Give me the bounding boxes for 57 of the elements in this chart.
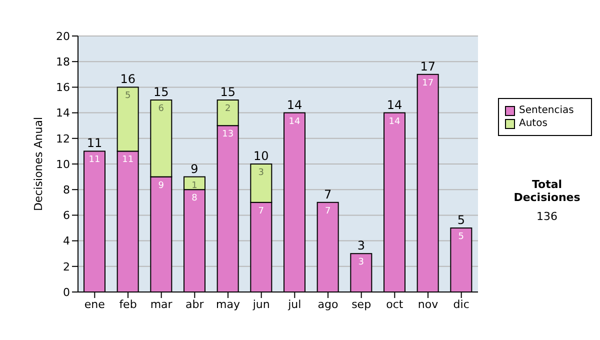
data-label: 13 xyxy=(222,130,234,140)
y-axis-title: Decisiones Anual xyxy=(32,116,45,212)
data-label: 1 xyxy=(192,180,198,191)
text: Total Decisiones xyxy=(512,178,582,204)
y-tick-label: 16 xyxy=(56,81,70,94)
total-label: 9 xyxy=(190,162,198,176)
x-tick-label: jul xyxy=(287,298,302,311)
data-label: 9 xyxy=(158,180,164,191)
y-tick-label: 18 xyxy=(56,56,70,69)
y-tick-label: 8 xyxy=(63,184,70,197)
total-label: 15 xyxy=(220,85,236,99)
data-label: 14 xyxy=(388,116,400,127)
data-label: 3 xyxy=(258,168,264,178)
legend-label: Sentencias xyxy=(519,105,574,116)
legend-label: Autos xyxy=(519,118,548,129)
total-label: 16 xyxy=(120,72,136,86)
total-label: 14 xyxy=(286,98,302,112)
y-tick-label: 0 xyxy=(63,286,70,299)
data-label: 5 xyxy=(124,91,131,102)
total-label: 11 xyxy=(86,136,102,150)
x-tick-label: oct xyxy=(386,298,404,311)
y-tick-label: 10 xyxy=(56,158,70,171)
data-label: 11 xyxy=(88,155,100,166)
x-tick-label: sep xyxy=(352,298,372,311)
total-label: 3 xyxy=(357,238,365,253)
x-tick-label: ago xyxy=(318,298,338,311)
total-label: 15 xyxy=(154,85,169,99)
x-tick-label: dic xyxy=(453,298,470,311)
x-tick-label: ene xyxy=(84,298,106,311)
total-label: 7 xyxy=(324,187,332,202)
data-label: 17 xyxy=(422,78,434,88)
data-label: 11 xyxy=(122,155,134,166)
total-label: 5 xyxy=(457,213,465,227)
data-label: 2 xyxy=(224,104,231,114)
y-tick-label: 2 xyxy=(63,260,70,274)
data-label: 7 xyxy=(324,206,331,216)
data-label: 8 xyxy=(192,194,198,204)
x-tick-label: may xyxy=(216,298,240,311)
y-tick-label: 4 xyxy=(63,234,70,248)
data-label: 6 xyxy=(158,104,164,114)
data-label: 14 xyxy=(288,116,300,127)
y-tick-label: 20 xyxy=(56,30,70,43)
total-label: 10 xyxy=(254,149,269,163)
y-tick-label: 6 xyxy=(63,209,70,222)
y-tick-label: 14 xyxy=(56,106,70,120)
y-tick-label: 12 xyxy=(56,132,70,146)
data-label: 7 xyxy=(258,206,264,216)
x-tick-label: mar xyxy=(150,298,173,311)
text: 136 xyxy=(536,210,558,223)
x-tick-label: nov xyxy=(418,298,439,311)
x-tick-label: abr xyxy=(186,298,204,311)
data-label: 5 xyxy=(458,232,464,242)
total-label: 17 xyxy=(420,59,436,74)
x-tick-label: feb xyxy=(119,298,137,311)
total-label: 14 xyxy=(386,98,402,112)
data-label: 3 xyxy=(358,258,364,268)
x-tick-label: jun xyxy=(252,298,270,311)
